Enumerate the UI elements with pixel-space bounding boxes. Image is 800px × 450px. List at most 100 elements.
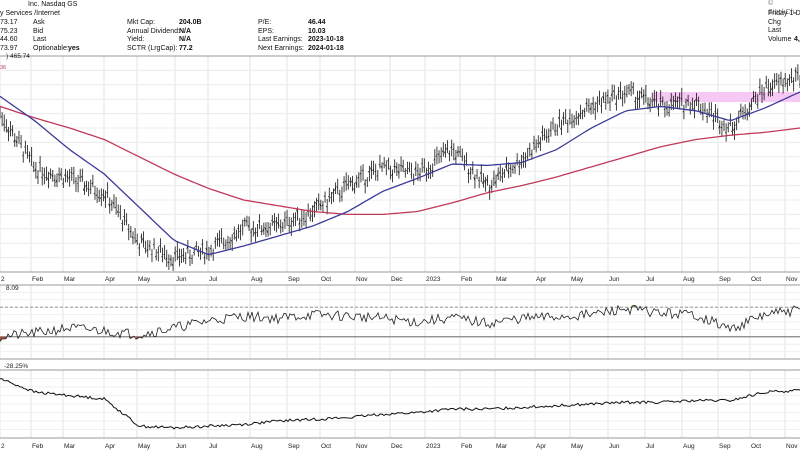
price-bar-open bbox=[602, 95, 604, 100]
price-bar-open bbox=[36, 176, 39, 179]
price-bar-open bbox=[758, 86, 761, 88]
price-bar-open bbox=[63, 173, 66, 176]
quote-field-row: Annual Dividend: N/A bbox=[127, 28, 247, 37]
price-bar-open bbox=[218, 238, 220, 241]
price-bar-open bbox=[671, 104, 674, 107]
price-bar-open bbox=[593, 108, 596, 111]
x-axis-label: Jul bbox=[646, 443, 655, 450]
x-axis-label: Sep bbox=[719, 443, 731, 450]
price-bar-open bbox=[243, 219, 246, 222]
x-axis-label: Feb bbox=[32, 276, 44, 283]
price-bar-open bbox=[547, 135, 550, 138]
price-bar-open bbox=[177, 256, 180, 259]
price-bar-open bbox=[253, 231, 256, 235]
price-bar-open bbox=[289, 224, 292, 227]
price-bar-open bbox=[372, 168, 374, 171]
price-bar-open bbox=[522, 156, 524, 158]
quote-field-label: Mkt Cap: bbox=[127, 19, 156, 26]
price-bar-open bbox=[367, 170, 370, 174]
sma-200-line bbox=[0, 105, 800, 216]
price-bar-open bbox=[785, 82, 788, 84]
price-bar-open bbox=[55, 179, 58, 183]
x-axis-label: Feb bbox=[32, 443, 44, 450]
summary-row: Friday 1-De- bbox=[768, 10, 800, 19]
price-bar-open bbox=[370, 167, 372, 172]
price-bar-open bbox=[511, 168, 514, 170]
marker-label: 36 bbox=[0, 65, 6, 71]
oversold-fill bbox=[136, 336, 142, 340]
price-bar-open bbox=[623, 92, 626, 95]
price-bar-open bbox=[32, 166, 34, 168]
price-bar-open bbox=[612, 89, 615, 93]
price-bar-open bbox=[359, 172, 362, 175]
price-bar-open bbox=[203, 256, 205, 259]
price-bar-open bbox=[484, 180, 486, 184]
price-bar-open bbox=[553, 130, 556, 132]
price-bar-open bbox=[245, 220, 248, 223]
price-bar-open bbox=[456, 150, 459, 154]
price-bar-open bbox=[262, 228, 265, 232]
price-bar-open bbox=[205, 247, 208, 251]
price-bar-open bbox=[95, 194, 98, 197]
price-bar-open bbox=[82, 186, 85, 192]
price-bar-open bbox=[581, 112, 583, 114]
quote-field-value: N/A bbox=[179, 36, 192, 43]
x-axis-label: Oct bbox=[751, 276, 761, 283]
price-bar-open bbox=[697, 99, 699, 102]
price-bar-open bbox=[169, 258, 172, 261]
x-axis-label: May bbox=[571, 276, 584, 283]
price-bar-open bbox=[608, 101, 611, 104]
x-axis-label: Oct bbox=[321, 443, 331, 450]
sma-value-label: ) 465.74 bbox=[6, 53, 30, 60]
price-bar-open bbox=[585, 102, 588, 105]
price-bar-open bbox=[121, 222, 123, 225]
price-bar-open bbox=[283, 219, 286, 222]
quote-field-extra: yes bbox=[68, 44, 80, 52]
x-axis-label: Mar bbox=[496, 276, 508, 283]
x-axis-label: Aug bbox=[251, 276, 263, 283]
price-bar-open bbox=[355, 181, 358, 186]
price-bar-open bbox=[131, 236, 134, 239]
price-bar-open bbox=[680, 97, 683, 100]
price-bar-open bbox=[460, 155, 463, 158]
price-bar-open bbox=[281, 226, 284, 229]
price-bar-open bbox=[790, 76, 792, 79]
price-bar-open bbox=[781, 84, 784, 87]
price-bar-open bbox=[741, 111, 744, 113]
oscillator-value-label: 8.09 bbox=[6, 285, 19, 292]
price-bar-open bbox=[110, 203, 113, 206]
price-bar-open bbox=[498, 170, 501, 174]
price-bar-open bbox=[686, 99, 689, 103]
price-bar-open bbox=[268, 226, 271, 229]
price-bar-open bbox=[726, 126, 729, 129]
price-bar-open bbox=[399, 164, 402, 166]
price-bar-open bbox=[313, 204, 315, 208]
price-bar-open bbox=[669, 99, 672, 103]
price-bar-open bbox=[754, 95, 756, 97]
x-axis-label: Nov bbox=[786, 443, 798, 450]
price-bar-open bbox=[17, 137, 20, 139]
price-bar-open bbox=[353, 188, 355, 191]
quote-field-value: 46.44 bbox=[308, 19, 326, 26]
price-bar-open bbox=[325, 205, 328, 208]
x-axis-label: Jun bbox=[176, 443, 187, 450]
x-axis-label: Apr bbox=[536, 276, 547, 283]
price-bar-open bbox=[418, 173, 421, 177]
quote-field-label: Ask bbox=[33, 19, 45, 26]
price-bar-open bbox=[496, 172, 499, 177]
price-bar-open bbox=[435, 155, 438, 157]
price-bar-open bbox=[676, 100, 678, 103]
resistance-zone bbox=[653, 92, 800, 103]
price-bar-open bbox=[507, 169, 509, 175]
price-bar-open bbox=[91, 182, 94, 185]
price-bar-open bbox=[494, 180, 497, 184]
price-bar-open bbox=[771, 86, 773, 91]
price-bar-open bbox=[228, 241, 231, 243]
price-bar-open bbox=[562, 116, 564, 119]
price-bar-open bbox=[6, 129, 9, 134]
price-bar-open bbox=[739, 108, 742, 113]
price-bar-open bbox=[196, 250, 199, 253]
price-bar-open bbox=[230, 239, 233, 243]
x-axis-label: Dec bbox=[391, 443, 403, 450]
price-bar-open bbox=[479, 171, 482, 175]
